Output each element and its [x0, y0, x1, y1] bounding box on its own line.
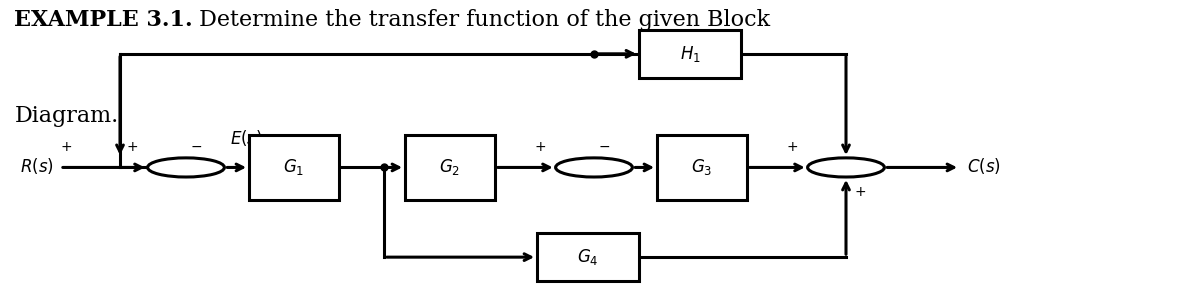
FancyBboxPatch shape: [640, 30, 740, 78]
Text: $-$: $-$: [190, 139, 202, 153]
Text: $C(s)$: $C(s)$: [967, 156, 1001, 176]
FancyBboxPatch shape: [250, 135, 338, 200]
Circle shape: [556, 158, 632, 177]
Circle shape: [148, 158, 224, 177]
Text: +: +: [854, 185, 866, 199]
FancyBboxPatch shape: [538, 233, 640, 281]
Text: EXAMPLE 3.1.: EXAMPLE 3.1.: [14, 9, 193, 31]
FancyBboxPatch shape: [658, 135, 746, 200]
Text: Diagram.: Diagram.: [14, 105, 119, 127]
Text: +: +: [534, 140, 546, 153]
Text: $H_1$: $H_1$: [679, 44, 701, 64]
Text: $G_4$: $G_4$: [577, 247, 599, 267]
Text: $G_3$: $G_3$: [691, 158, 713, 177]
Text: +: +: [60, 140, 72, 153]
Text: $-$: $-$: [598, 139, 610, 153]
Text: +: +: [786, 140, 798, 153]
Text: $E(s)$: $E(s)$: [230, 128, 263, 147]
FancyBboxPatch shape: [406, 135, 496, 200]
Text: $G_1$: $G_1$: [283, 158, 305, 177]
Text: +: +: [126, 140, 138, 153]
Text: $G_2$: $G_2$: [439, 158, 461, 177]
Circle shape: [808, 158, 884, 177]
Text: Determine the transfer function of the given Block: Determine the transfer function of the g…: [192, 9, 770, 31]
Text: $R(s)$: $R(s)$: [20, 156, 54, 176]
